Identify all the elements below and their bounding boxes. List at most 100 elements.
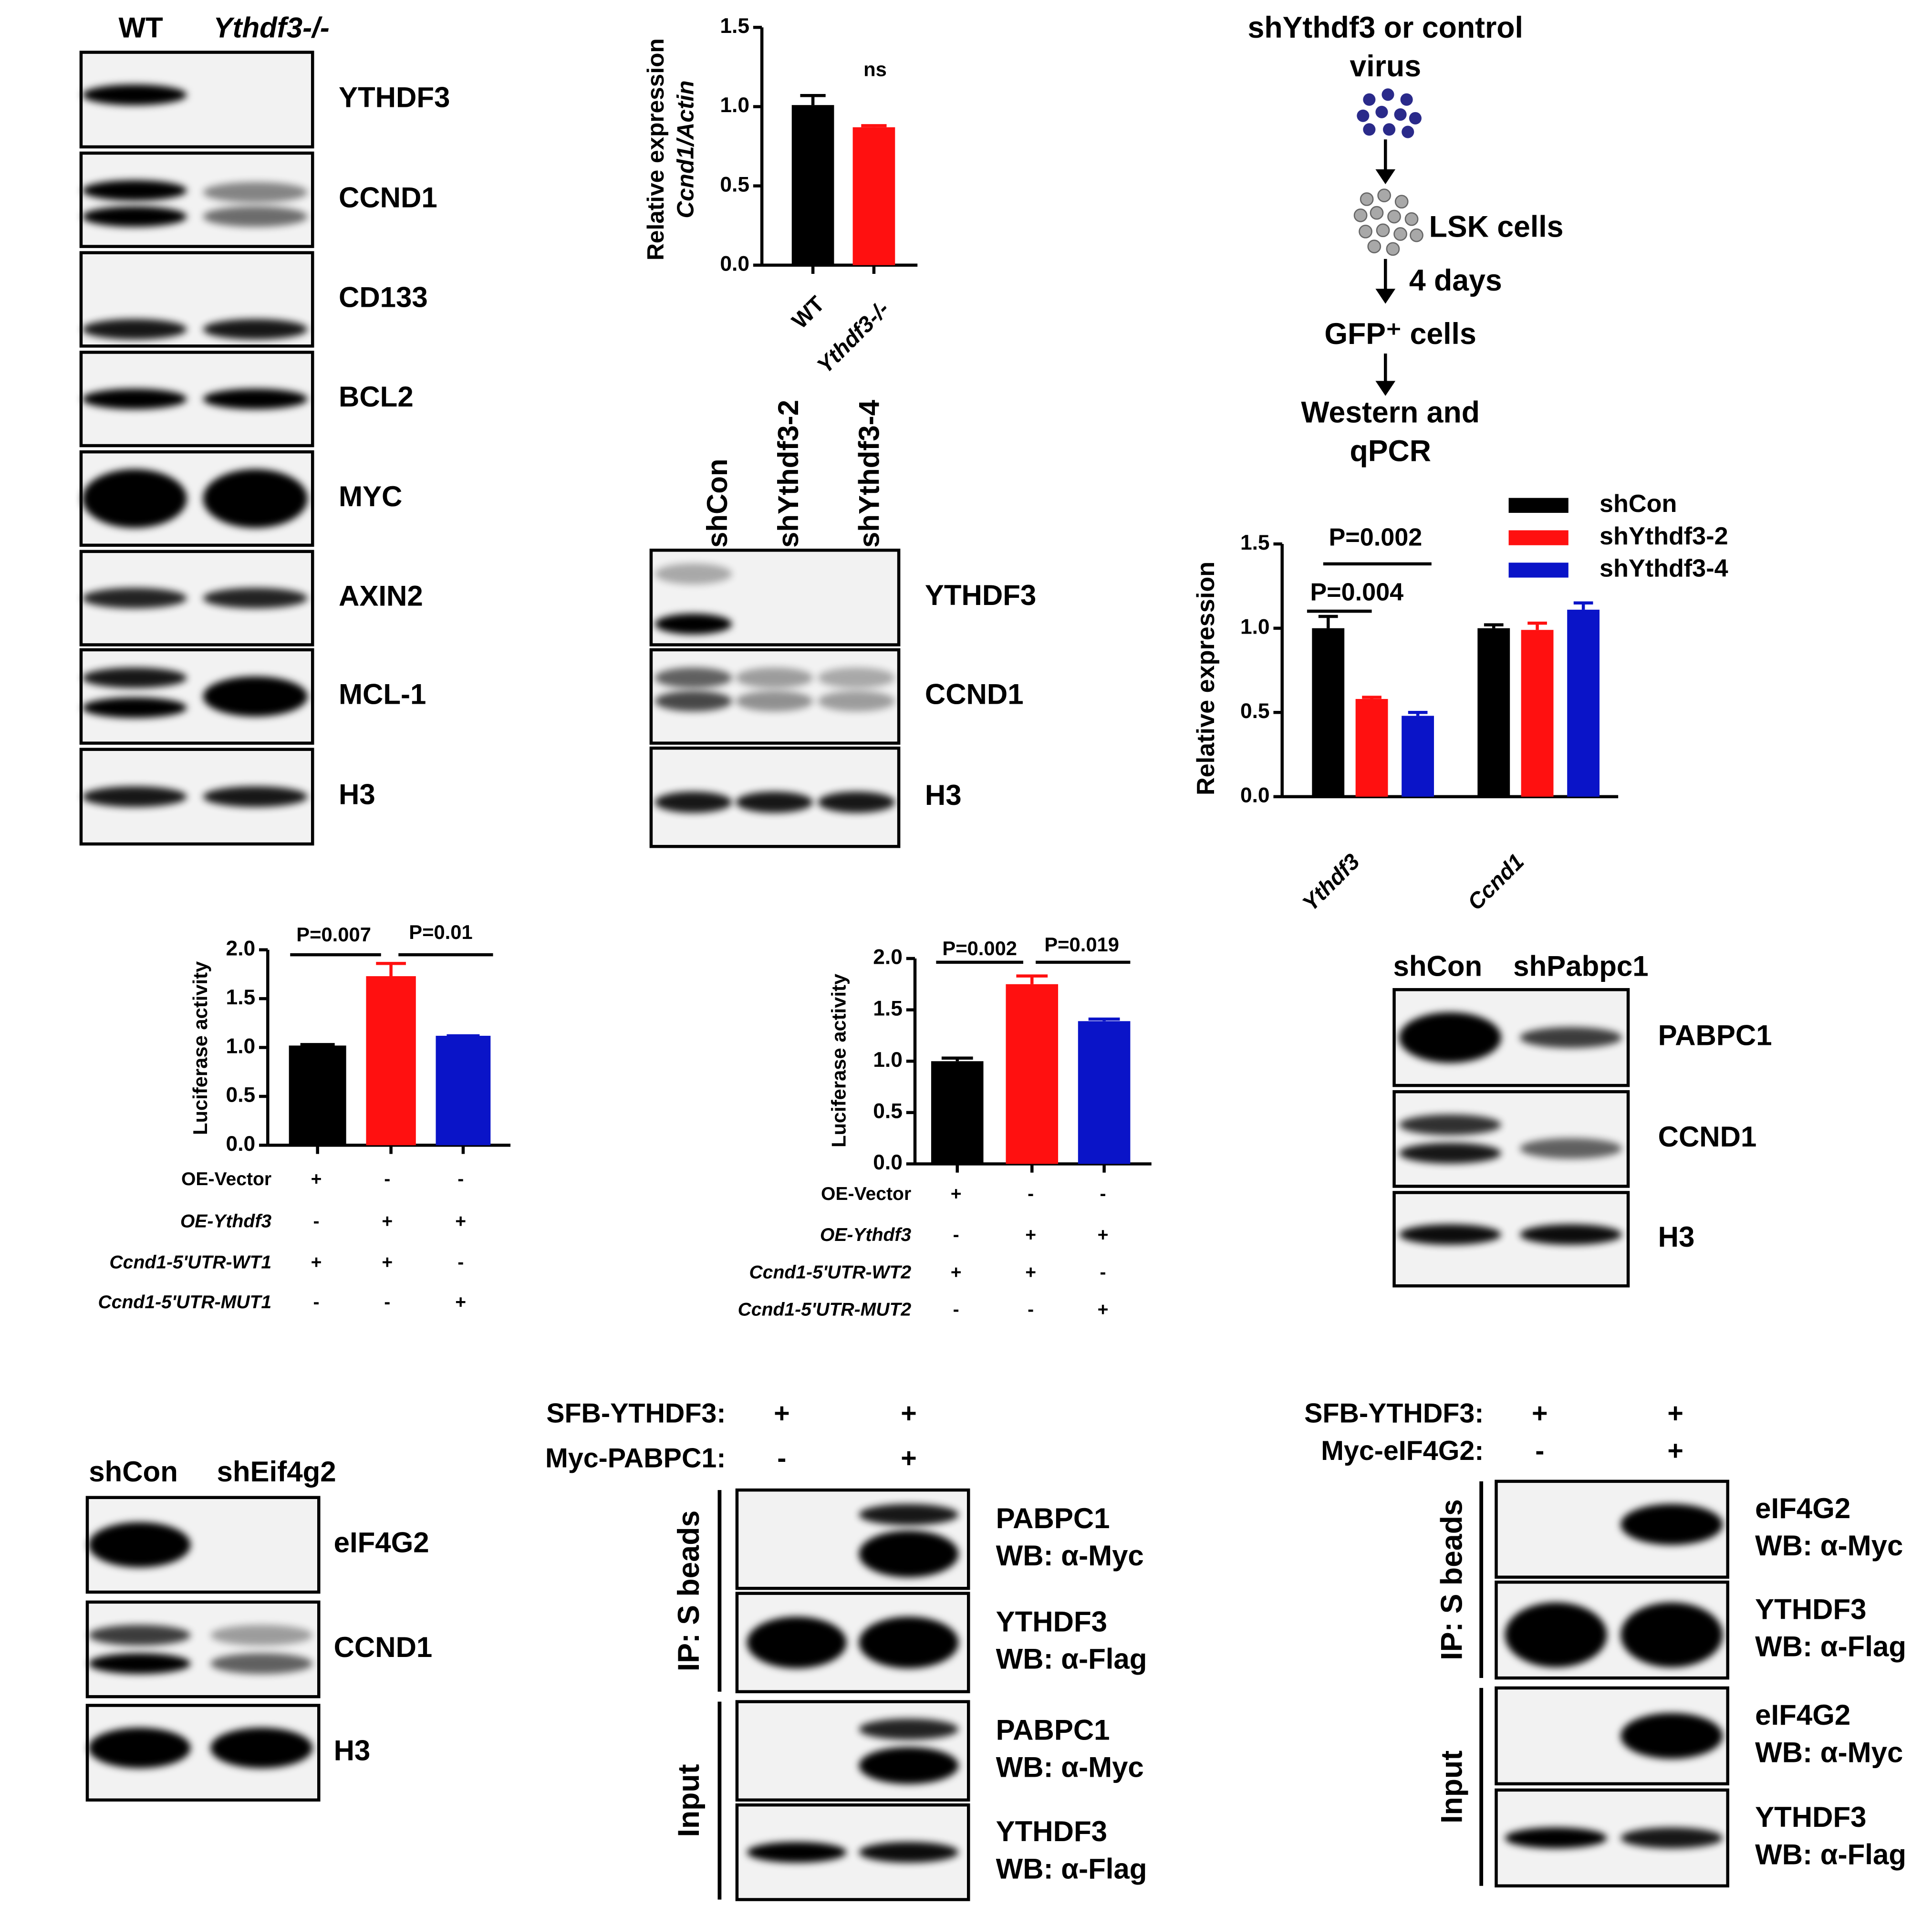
band-label: WB: α-Myc: [1755, 1530, 1903, 1562]
y-tick-label: 2.0: [873, 946, 903, 969]
blot-panel: [1392, 1090, 1630, 1188]
annotation: P=0.007: [296, 923, 371, 946]
condition-mark: +: [1667, 1398, 1683, 1429]
blot-panel: [79, 450, 314, 547]
band: [654, 792, 732, 813]
condition-mark: -: [1100, 1262, 1106, 1282]
condition-mark: -: [457, 1169, 464, 1189]
band: [818, 667, 895, 688]
band-label: MCL-1: [339, 678, 426, 710]
condition-label: OE-Ythdf3: [820, 1225, 912, 1245]
band: [203, 469, 308, 528]
blot-panel: [79, 251, 314, 348]
band: [1505, 1827, 1607, 1849]
band-label: eIF4G2: [334, 1527, 429, 1559]
band-label: H3: [334, 1734, 371, 1766]
band: [82, 667, 187, 688]
band: [82, 319, 187, 340]
band: [210, 1728, 313, 1769]
blot-background: [1392, 1090, 1630, 1188]
bar: [1078, 1021, 1131, 1164]
bar: [1006, 984, 1059, 1164]
condition-mark: +: [382, 1252, 393, 1273]
annotation: P=0.01: [409, 921, 472, 943]
blot-panel: [1495, 1788, 1730, 1888]
band: [736, 667, 813, 688]
annotation: P=0.002: [1329, 524, 1422, 552]
legend-label: shYthdf3-2: [1600, 522, 1728, 550]
band: [203, 676, 308, 717]
band: [1399, 1143, 1501, 1164]
condition-label: Ccnd1-5'UTR-MUT2: [738, 1300, 912, 1320]
blot-background: [85, 1600, 321, 1698]
lane-label: shYthdf3-2: [772, 400, 804, 548]
condition-mark: +: [1098, 1225, 1109, 1245]
band-label: H3: [1658, 1221, 1695, 1253]
error-bar: [1408, 711, 1428, 716]
band: [88, 1625, 191, 1646]
arrow-head: [1375, 289, 1396, 304]
bar: [931, 1061, 984, 1164]
condition-mark: -: [313, 1292, 320, 1313]
y-tick-label: 0.5: [720, 173, 749, 196]
band-label: WB: α-Myc: [996, 1751, 1144, 1783]
blot-panel: [79, 648, 314, 745]
band: [1620, 1713, 1723, 1759]
condition-label: Ccnd1-5'UTR-WT2: [749, 1262, 911, 1282]
blot-panel: [735, 1803, 970, 1901]
y-tick-label: 1.5: [720, 14, 749, 38]
bar: [852, 127, 895, 265]
band-label: eIF4G2: [1755, 1699, 1850, 1731]
band-label: H3: [925, 779, 962, 811]
group-label: IP: S beads: [672, 1511, 706, 1672]
blot-panel: [79, 550, 314, 646]
bar: [1312, 628, 1345, 797]
band-label: WB: α-Myc: [996, 1540, 1144, 1572]
group-label: Input: [672, 1764, 706, 1837]
bar: [1521, 630, 1554, 797]
band-label: CCND1: [334, 1631, 433, 1663]
band: [859, 1504, 959, 1525]
condition-mark: -: [1100, 1184, 1106, 1204]
band-label: WB: α-Flag: [1755, 1838, 1906, 1870]
bar: [366, 976, 416, 1146]
band: [1620, 1504, 1723, 1545]
condition-label: Ccnd1-5'UTR-WT1: [109, 1252, 271, 1273]
lane-label: WT: [119, 11, 163, 43]
blot-panel: [735, 1488, 970, 1590]
diagram-step: 4 days: [1409, 264, 1502, 297]
bar: [1355, 699, 1388, 797]
condition-mark: +: [311, 1169, 322, 1189]
condition-mark: -: [384, 1169, 390, 1189]
diagram-step: LSK cells: [1429, 210, 1564, 244]
diagram-step: shYthdf3 or control: [1248, 11, 1523, 44]
arrow-head: [1375, 381, 1396, 396]
condition-mark: +: [382, 1211, 393, 1231]
band: [82, 588, 187, 609]
error-bar: [1088, 1017, 1120, 1021]
condition-mark: -: [777, 1443, 786, 1474]
condition-mark: +: [774, 1398, 790, 1429]
legend-swatch: [1508, 563, 1568, 578]
blot-panel: [735, 1700, 970, 1802]
x-tick-label: Ccnd1: [1463, 849, 1529, 915]
condition-mark: -: [953, 1300, 959, 1320]
band-label: PABPC1: [1658, 1020, 1772, 1052]
band: [1620, 1602, 1723, 1667]
bar: [1402, 716, 1434, 797]
lane-label: shPabpc1: [1513, 950, 1648, 982]
error-bar: [1484, 623, 1504, 628]
band-label: AXIN2: [339, 580, 423, 612]
band: [203, 319, 308, 340]
y-tick-label: 0.0: [226, 1132, 256, 1156]
cells-icon: [1353, 188, 1423, 256]
band: [210, 1625, 313, 1646]
blot-panel: [79, 748, 314, 846]
condition-mark: -: [1028, 1300, 1034, 1320]
band-label: YTHDF3: [1755, 1801, 1866, 1833]
band: [82, 388, 187, 409]
arrow-head: [1375, 169, 1396, 185]
lane-label: shEif4g2: [217, 1456, 336, 1488]
blot-panel: [85, 1704, 321, 1802]
annotation: ns: [863, 58, 887, 81]
